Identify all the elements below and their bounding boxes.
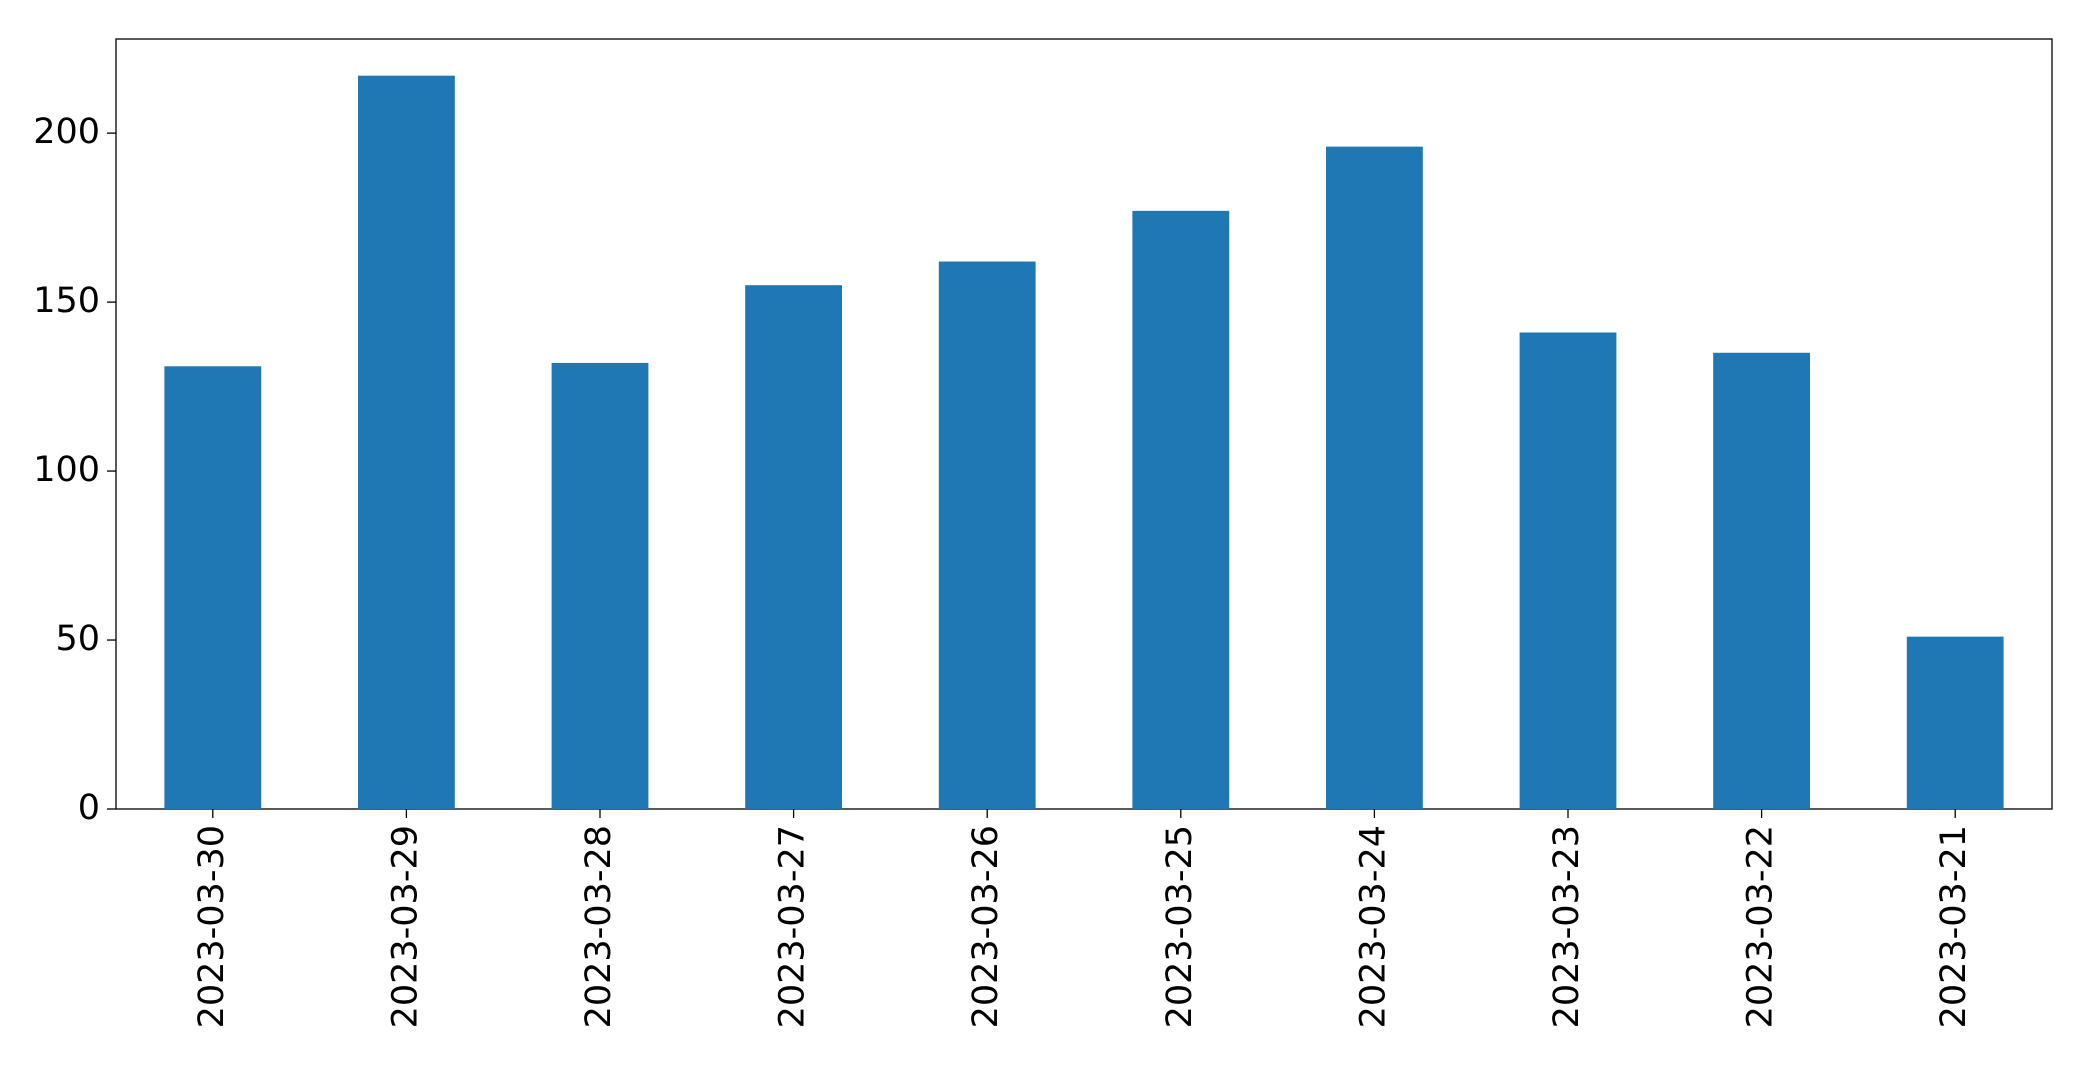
plot-frame	[115, 38, 2053, 810]
x-tick-label: 2023-03-21	[1934, 825, 1974, 1028]
y-tick-label: 50	[55, 619, 100, 659]
bar	[1713, 352, 1810, 809]
x-tick-label: 2023-03-22	[1741, 825, 1781, 1028]
bar	[1326, 146, 1423, 810]
x-tick-label: 2023-03-24	[1353, 825, 1393, 1028]
y-tick-label: 100	[33, 450, 100, 490]
y-tick-label: 200	[33, 112, 100, 152]
x-tick-label: 2023-03-23	[1547, 825, 1587, 1028]
x-tick-label: 2023-03-25	[1160, 825, 1200, 1028]
x-tick-label: 2023-03-26	[966, 825, 1006, 1028]
y-tick-label: 150	[33, 281, 100, 321]
bar	[1519, 332, 1617, 809]
bar	[1132, 210, 1230, 809]
y-tick-label: 0	[78, 788, 100, 828]
x-tick-label: 2023-03-30	[192, 825, 232, 1028]
x-tick-label: 2023-03-28	[579, 825, 619, 1028]
bar	[164, 366, 262, 809]
bar	[358, 75, 455, 809]
bar	[551, 362, 649, 809]
x-tick-label: 2023-03-27	[773, 825, 813, 1028]
bar	[1906, 636, 2004, 809]
bar	[938, 261, 1036, 810]
x-tick-label: 2023-03-29	[385, 825, 425, 1028]
bar	[745, 285, 842, 809]
